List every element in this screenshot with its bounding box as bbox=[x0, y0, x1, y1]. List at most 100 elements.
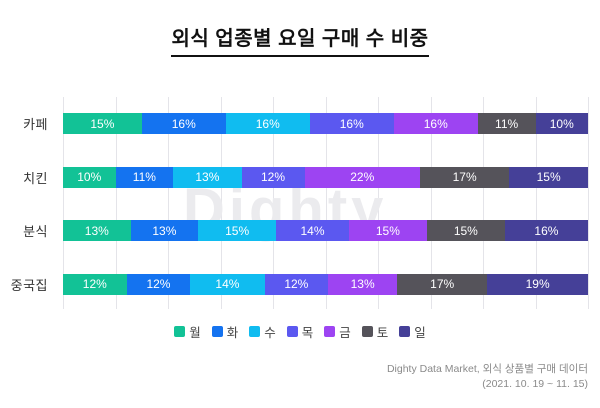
source-line-2: (2021. 10. 19 ~ 11. 15) bbox=[482, 377, 588, 390]
stacked-bar: 15% 16% 16% 16% 16% 11% 10% bbox=[63, 113, 588, 134]
source-line-1: Dighty Data Market, 외식 상품별 구매 데이터 bbox=[386, 363, 588, 375]
bar-rows: 카페 15% 16% 16% 16% 16% 11% 10% 치킨 10% 11% 13% 12% 22%… bbox=[0, 97, 600, 311]
segment-value-label: 17% bbox=[452, 170, 477, 184]
bar-segment-수: 14% bbox=[190, 273, 265, 295]
segment-value-label: 15% bbox=[375, 223, 400, 238]
chart-title: 외식 업종별 요일 구매 수 비중 bbox=[171, 22, 429, 57]
segment-value-label: 16% bbox=[534, 223, 559, 238]
legend-label: 토 bbox=[376, 326, 389, 340]
segment-value-label: 10% bbox=[549, 116, 574, 131]
segment-value-label: 16% bbox=[255, 116, 280, 131]
segment-value-label: 15% bbox=[453, 223, 478, 238]
bar-row: 중국집 12% 12% 14% 12% 13% 17% 19% bbox=[0, 258, 600, 312]
bar-segment-일: 10% bbox=[535, 113, 588, 134]
gridline bbox=[325, 97, 327, 309]
legend-item-수: 수 bbox=[249, 322, 276, 341]
bar-segment-화: 12% bbox=[126, 273, 191, 295]
bar-row: 분식 13% 13% 15% 14% 15% 15% 16% bbox=[0, 204, 600, 258]
gridline bbox=[220, 97, 222, 309]
stacked-bar: 12% 12% 14% 12% 13% 17% 19% bbox=[63, 273, 589, 295]
bar-segment-목: 12% bbox=[264, 273, 329, 295]
segment-value-label: 15% bbox=[90, 116, 115, 131]
legend-label: 수 bbox=[264, 326, 276, 340]
bar-segment-목: 14% bbox=[276, 220, 349, 241]
bar-segment-수: 13% bbox=[173, 166, 242, 188]
bar-segment-화: 13% bbox=[130, 220, 199, 241]
stacked-bar: 10% 11% 13% 12% 22% 17% 15% bbox=[63, 166, 588, 188]
segment-value-label: 16% bbox=[171, 116, 196, 131]
legend-item-금: 금 bbox=[324, 322, 351, 341]
gridline bbox=[430, 97, 432, 309]
segment-value-label: 12% bbox=[260, 170, 286, 184]
segment-value-label: 12% bbox=[82, 277, 107, 291]
legend-label: 금 bbox=[339, 326, 351, 340]
legend-item-토: 토 bbox=[361, 322, 389, 341]
source-note: Dighty Data Market, 외식 상품별 구매 데이터 (2021.… bbox=[387, 362, 588, 391]
gridline bbox=[63, 97, 64, 309]
gridline bbox=[483, 97, 484, 309]
page-title-wrap: 외식 업종별 요일 구매 수 비중 bbox=[0, 22, 600, 57]
legend-label: 월 bbox=[189, 326, 201, 340]
bar-segment-금: 15% bbox=[348, 220, 427, 241]
segment-value-label: 13% bbox=[152, 223, 177, 238]
legend-swatch bbox=[249, 326, 261, 337]
segment-value-label: 13% bbox=[350, 277, 375, 291]
bar-segment-금: 13% bbox=[328, 273, 398, 295]
gridlines bbox=[63, 97, 589, 309]
bar-segment-수: 15% bbox=[198, 220, 277, 241]
segment-value-label: 13% bbox=[84, 223, 109, 238]
bar-segment-월: 12% bbox=[63, 273, 127, 295]
bar-segment-토: 15% bbox=[426, 220, 505, 241]
bar-segment-금: 16% bbox=[393, 113, 478, 134]
bar-segment-금: 22% bbox=[304, 166, 420, 188]
segment-value-label: 12% bbox=[284, 277, 309, 291]
gridline bbox=[588, 97, 589, 309]
segment-value-label: 16% bbox=[339, 116, 364, 131]
legend-item-목: 목 bbox=[286, 322, 314, 341]
gridline bbox=[273, 97, 274, 309]
bar-segment-수: 16% bbox=[225, 113, 310, 134]
legend-swatch bbox=[324, 326, 336, 337]
stacked-bar: 13% 13% 15% 14% 15% 15% 16% bbox=[63, 220, 588, 241]
bar-segment-화: 11% bbox=[115, 166, 174, 188]
segment-value-label: 19% bbox=[525, 277, 550, 291]
category-label: 치킨 bbox=[23, 170, 48, 186]
segment-value-label: 13% bbox=[195, 170, 220, 184]
chart-area: Dighty 카페 15% 16% 16% 16% 16% 11% 10% 치킨 10% 11% 13… bbox=[0, 97, 600, 311]
segment-value-label: 15% bbox=[225, 223, 250, 238]
bar-segment-토: 17% bbox=[397, 273, 488, 295]
legend-swatch bbox=[286, 326, 298, 337]
legend-item-월: 월 bbox=[174, 322, 201, 341]
bar-row: 치킨 10% 11% 13% 12% 22% 17% 15% bbox=[0, 151, 600, 205]
bar-segment-목: 16% bbox=[309, 113, 394, 134]
bar-segment-화: 16% bbox=[141, 113, 226, 134]
segment-value-label: 17% bbox=[430, 277, 455, 291]
bar-segment-월: 13% bbox=[63, 220, 131, 241]
segment-value-label: 16% bbox=[423, 116, 448, 131]
bar-row: 카페 15% 16% 16% 16% 16% 11% 10% bbox=[0, 97, 600, 151]
bar-segment-월: 10% bbox=[63, 166, 116, 188]
segment-value-label: 11% bbox=[132, 170, 156, 184]
category-label: 중국집 bbox=[10, 277, 48, 293]
bar-segment-일: 15% bbox=[509, 166, 588, 188]
category-label: 카페 bbox=[23, 117, 48, 133]
legend-label: 일 bbox=[414, 326, 426, 340]
legend-item-화: 화 bbox=[211, 322, 239, 341]
legend-item-일: 일 bbox=[399, 322, 426, 341]
bar-segment-일: 19% bbox=[487, 273, 589, 295]
legend-swatch bbox=[399, 326, 411, 337]
bar-segment-목: 12% bbox=[241, 166, 305, 188]
legend-label: 화 bbox=[226, 326, 239, 340]
category-label: 분식 bbox=[23, 224, 48, 240]
bar-segment-월: 15% bbox=[63, 113, 142, 134]
legend-label: 목 bbox=[301, 326, 314, 340]
bar-segment-토: 17% bbox=[420, 166, 510, 188]
segment-value-label: 10% bbox=[77, 170, 102, 184]
gridline bbox=[535, 97, 537, 309]
segment-value-label: 22% bbox=[350, 170, 375, 184]
segment-value-label: 11% bbox=[495, 116, 519, 131]
legend-swatch bbox=[361, 326, 373, 337]
bar-segment-토: 11% bbox=[477, 113, 536, 134]
segment-value-label: 15% bbox=[536, 170, 561, 184]
